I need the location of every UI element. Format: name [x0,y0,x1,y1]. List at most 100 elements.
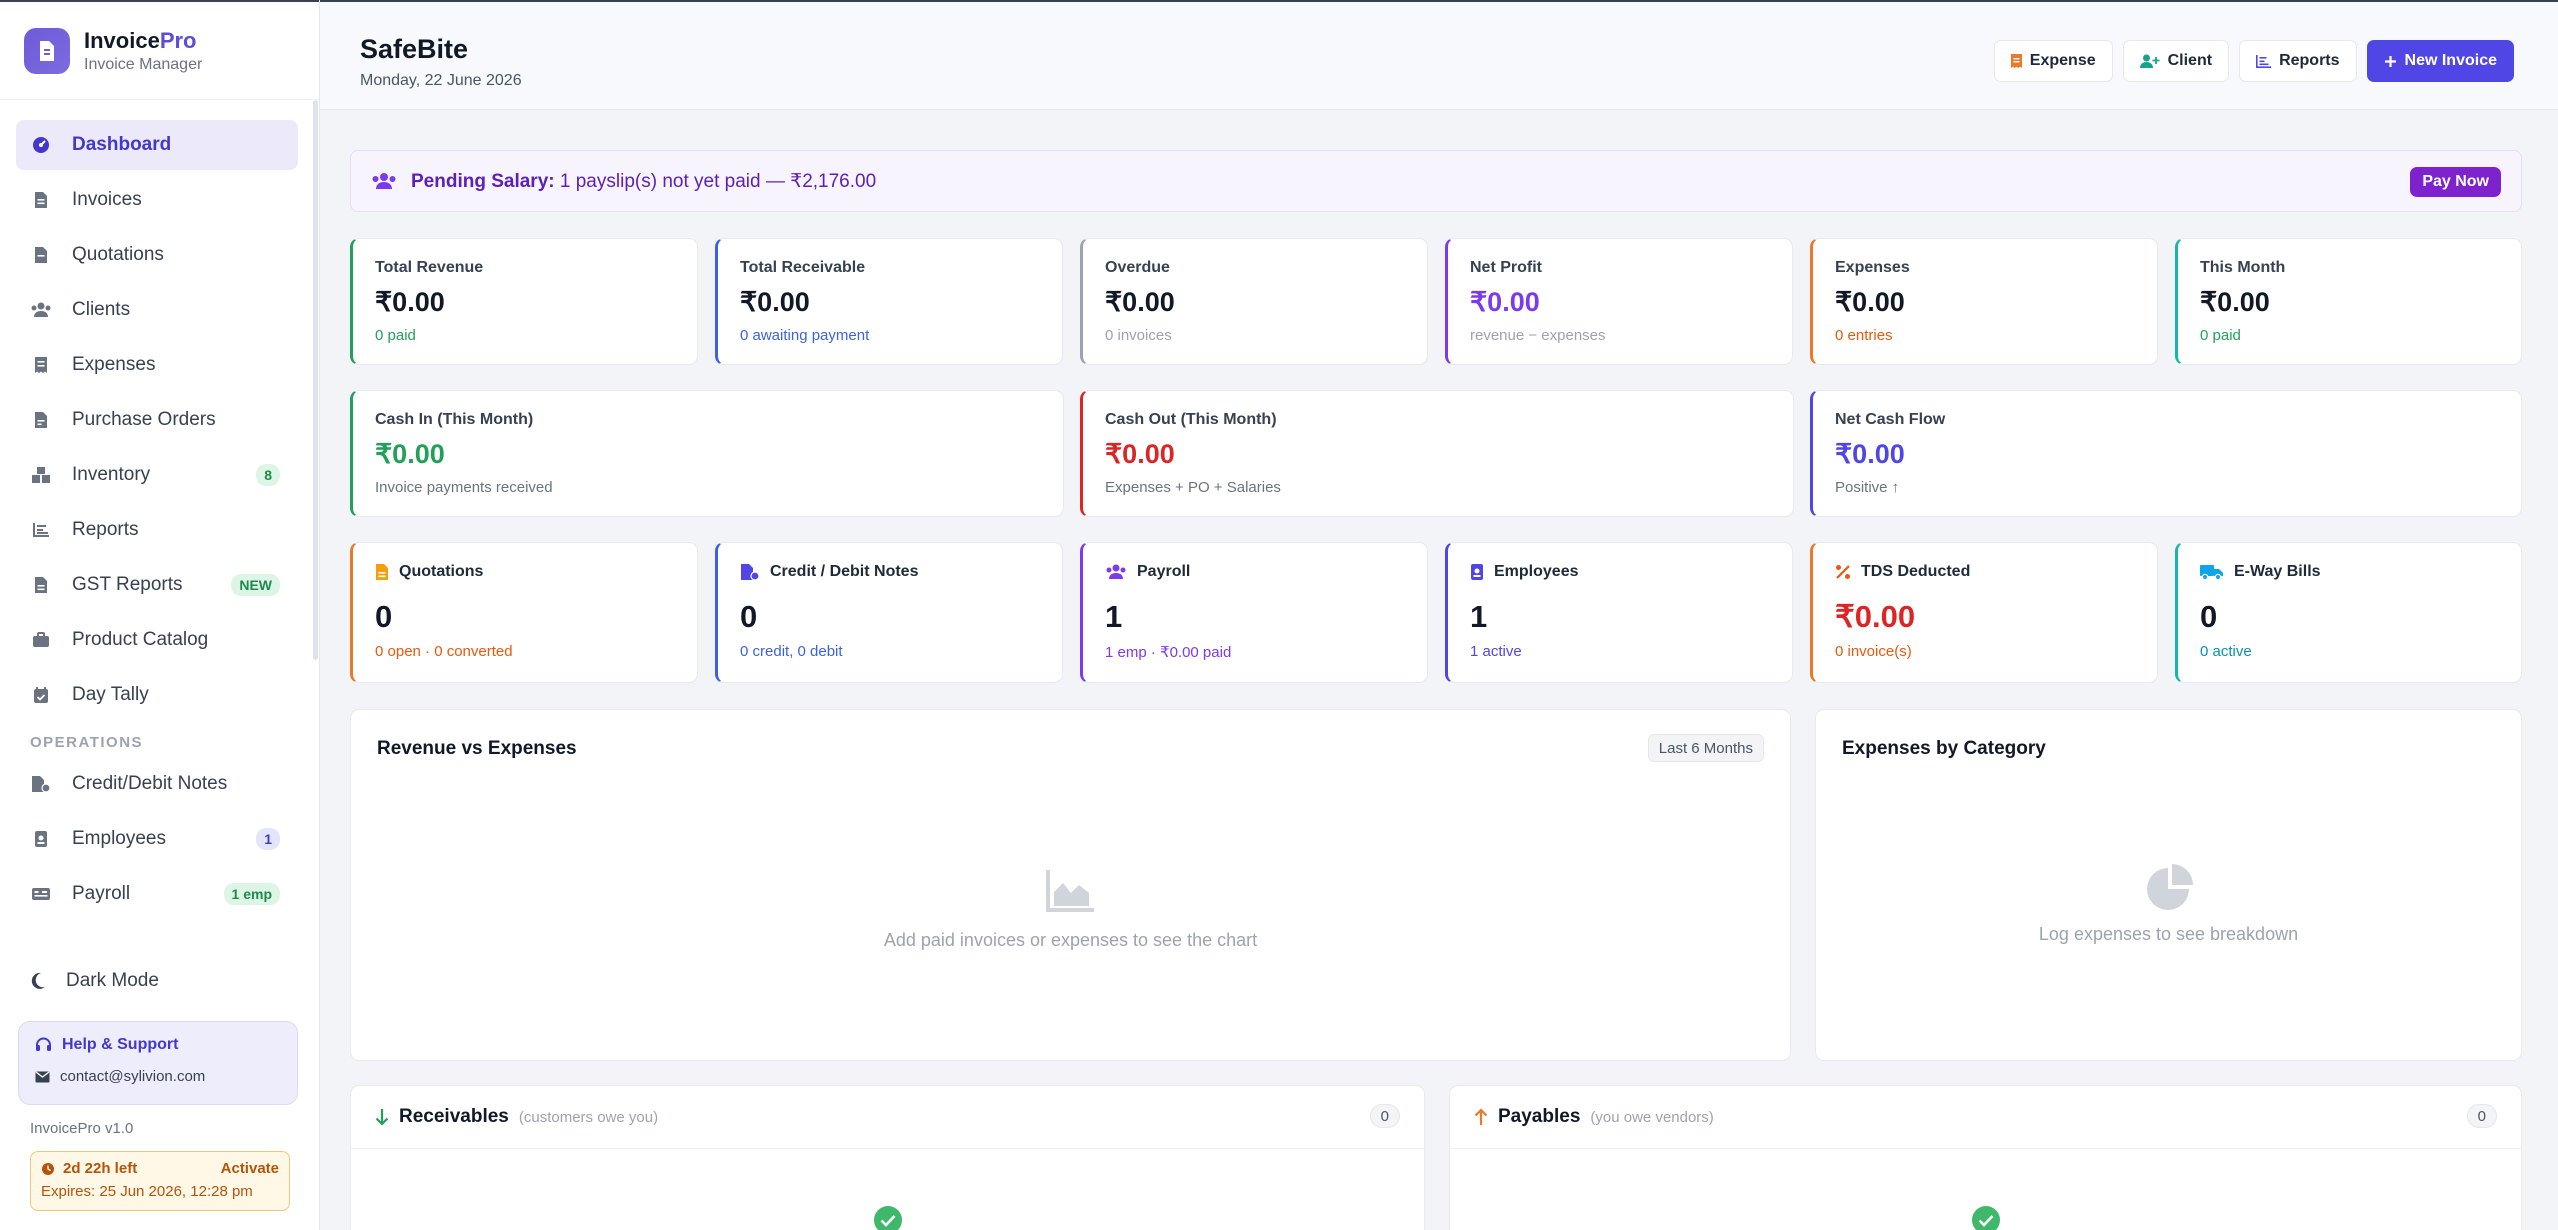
stat-subtext: 0 awaiting payment [740,327,870,344]
sidebar-item-clients[interactable]: Clients [16,285,298,335]
stat-label: Quotations [375,563,483,581]
receipt-icon [2010,54,2022,68]
stat-label: Employees [1470,563,1578,581]
sidebar-item-inventory[interactable]: Inventory 8 [16,450,298,500]
range-filter-pill[interactable]: Last 6 Months [1647,734,1764,762]
sidebar-item-credit-debit-notes[interactable]: Credit/Debit Notes [16,759,298,809]
stat-card-net-cash-flow[interactable]: Net Cash Flow ₹0.00 Positive ↑ [1810,390,2522,517]
stat-card-payroll[interactable]: Payroll 1 1 emp · ₹0.00 paid [1080,542,1428,683]
stat-card-net-profit[interactable]: Net Profit ₹0.00 revenue − expenses [1445,238,1793,365]
stat-value: ₹0.00 [1835,287,1905,317]
trial-time-left: 2d 22h left [63,1160,138,1177]
sidebar-item-reports[interactable]: Reports [16,505,298,555]
moon-icon [30,972,46,990]
sidebar-scrollbar[interactable] [313,100,318,660]
stat-value: ₹0.00 [740,287,810,317]
stat-card-quotations[interactable]: Quotations 0 0 open · 0 converted [350,542,698,683]
payables-note: (you owe vendors) [1590,1108,1714,1126]
sidebar-item-product-catalog[interactable]: Product Catalog [16,615,298,665]
pay-now-button[interactable]: Pay Now [2410,167,2501,197]
page-title: SafeBite [360,34,469,64]
stat-value: ₹0.00 [1105,287,1175,317]
stat-subtext: 0 paid [2200,327,2241,344]
stat-card-credit-debit-notes[interactable]: Credit / Debit Notes 0 0 credit, 0 debit [715,542,1063,683]
stat-value: ₹0.00 [375,287,445,317]
stat-label: Cash In (This Month) [375,411,534,428]
sidebar-item-payroll[interactable]: Payroll 1 emp [16,869,298,919]
file-order-icon [30,409,52,431]
stat-subtext: 0 open · 0 converted [375,643,513,660]
stat-card-e-way-bills[interactable]: E-Way Bills 0 0 active [2175,542,2522,683]
payables-header: Payables (you owe vendors) [1474,1106,1714,1128]
add-client-button[interactable]: Client [2122,40,2230,82]
activate-link[interactable]: Activate [220,1160,279,1177]
sidebar-item-label: Reports [72,519,139,540]
sidebar-item-day-tally[interactable]: Day Tally [16,670,298,720]
sidebar-item-label: Invoices [72,189,142,210]
users-icon [1105,564,1137,580]
arrow-down-icon [375,1108,389,1126]
stat-card-total-revenue[interactable]: Total Revenue ₹0.00 0 paid [350,238,698,365]
stat-label: Overdue [1105,259,1170,276]
stat-subtext: 0 credit, 0 debit [740,643,843,660]
sidebar-item-quotations[interactable]: Quotations [16,230,298,280]
stat-value: ₹0.00 [1835,439,1905,469]
payables-title: Payables [1498,1106,1581,1127]
dark-mode-toggle[interactable]: Dark Mode [30,970,159,992]
stat-value: ₹0.00 [1105,439,1175,469]
new-invoice-button[interactable]: New Invoice [2366,40,2514,82]
reports-button[interactable]: Reports [2239,40,2357,82]
help-support-card[interactable]: Help & Support contact@sylivion.com [18,1021,298,1105]
headset-icon [35,1037,52,1053]
receivables-note: (customers owe you) [518,1108,659,1126]
id-badge-icon [30,828,52,850]
sidebar-item-gst-reports[interactable]: GST Reports NEW [16,560,298,610]
stat-card-total-receivable[interactable]: Total Receivable ₹0.00 0 awaiting payment [715,238,1063,365]
support-email-link[interactable]: contact@sylivion.com [35,1068,281,1085]
sidebar-item-expenses[interactable]: Expenses [16,340,298,390]
file-icon [30,244,52,266]
sidebar-item-purchase-orders[interactable]: Purchase Orders [16,395,298,445]
revenue-vs-expenses-panel: Revenue vs Expenses Last 6 Months Add pa… [350,709,1791,1061]
sidebar-item-label: Product Catalog [72,629,209,650]
users-icon [30,299,52,321]
stat-label: E-Way Bills [2200,563,2321,581]
expenses-by-category-panel: Expenses by Category Log expenses to see… [1815,709,2522,1061]
sidebar-item-invoices[interactable]: Invoices [16,175,298,225]
sidebar-item-label: Employees [72,828,166,849]
stat-subtext: 1 active [1470,643,1522,660]
sidebar-item-dashboard[interactable]: Dashboard [16,120,298,170]
file-notes-icon [30,773,52,795]
stat-value: ₹0.00 [375,439,445,469]
sidebar-item-label: Day Tally [72,684,149,705]
stat-card-employees[interactable]: Employees 1 1 active [1445,542,1793,683]
section-label-operations: OPERATIONS [30,734,144,751]
file-icon [375,563,399,581]
user-plus-icon [2139,54,2160,68]
stat-card-expenses[interactable]: Expenses ₹0.00 0 entries [1810,238,2158,365]
briefcase-icon [30,629,52,651]
employees-count-badge: 1 [256,828,280,850]
stat-card-tds-deducted[interactable]: TDS Deducted ₹0.00 0 invoice(s) [1810,542,2158,683]
add-expense-button[interactable]: Expense [1993,40,2113,82]
stat-card-overdue[interactable]: Overdue ₹0.00 0 invoices [1080,238,1428,365]
arrow-up-icon [1474,1108,1488,1126]
pending-salary-banner: Pending Salary: 1 payslip(s) not yet pai… [350,150,2522,212]
sidebar-item-label: GST Reports [72,574,183,595]
stat-label: This Month [2200,259,2286,276]
stat-value: ₹0.00 [1835,599,1916,634]
calendar-check-icon [30,684,52,706]
payroll-count-badge: 1 emp [223,883,280,905]
stat-card-cash-in-this-month[interactable]: Cash In (This Month) ₹0.00 Invoice payment… [350,390,1064,517]
divider [1450,1148,2521,1149]
stat-label: Total Revenue [375,259,484,276]
category-empty-message: Log expenses to see breakdown [2038,924,2299,944]
stat-value: 1 [1470,599,1488,634]
stat-label: Cash Out (This Month) [1105,411,1277,428]
brand[interactable]: InvoicePro Invoice Manager [0,0,319,100]
boxes-icon [30,464,52,486]
stat-card-this-month[interactable]: This Month ₹0.00 0 paid [2175,238,2522,365]
sidebar-item-employees[interactable]: Employees 1 [16,814,298,864]
stat-card-cash-out-this-month[interactable]: Cash Out (This Month) ₹0.00 Expenses + PO … [1080,390,1794,517]
receivables-panel: Receivables (customers owe you) 0 [350,1085,1425,1230]
